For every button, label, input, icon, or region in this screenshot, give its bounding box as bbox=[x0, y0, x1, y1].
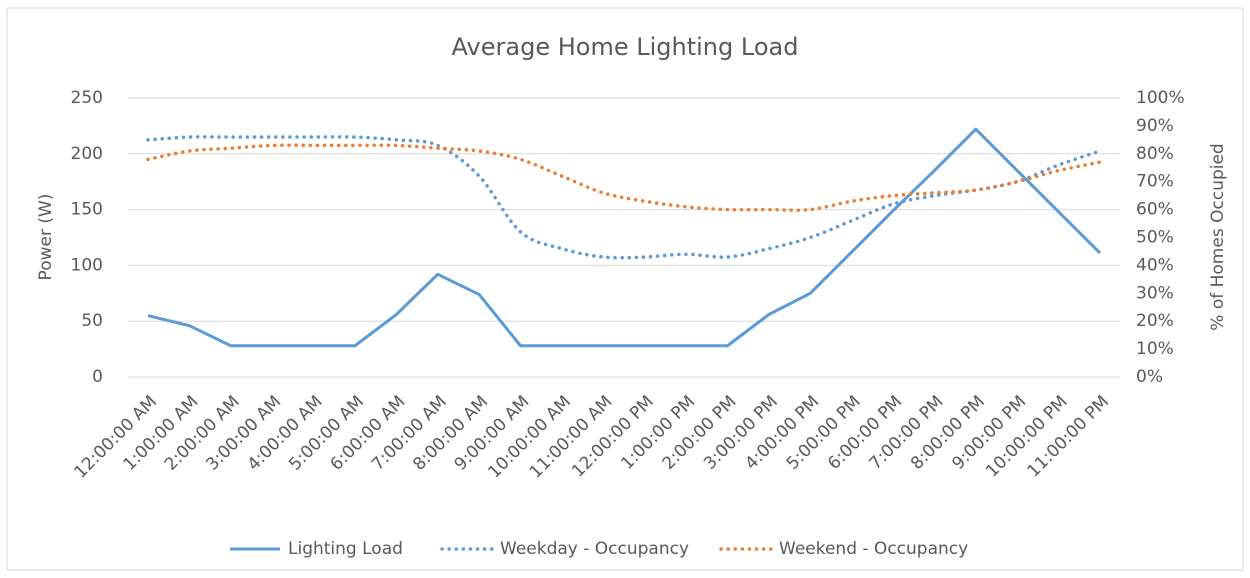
y2-tick-label: 100% bbox=[1136, 88, 1185, 108]
y-tick-label: 100 bbox=[71, 255, 103, 275]
legend-label: Weekend - Occupancy bbox=[779, 539, 968, 559]
legend-label: Weekday - Occupancy bbox=[500, 539, 689, 559]
y2-tick-label: 30% bbox=[1136, 283, 1174, 303]
y2-tick-label: 40% bbox=[1136, 255, 1174, 275]
series-line bbox=[147, 127, 1102, 348]
y2-tick-label: 50% bbox=[1136, 228, 1174, 248]
chart-frame bbox=[6, 7, 1244, 571]
y2-tick-label: 70% bbox=[1136, 172, 1174, 192]
y2-axis-label: % of Homes Occupied bbox=[1208, 143, 1228, 330]
y2-tick-label: 20% bbox=[1136, 311, 1174, 331]
y-tick-label: 50 bbox=[81, 311, 103, 331]
series-line bbox=[146, 143, 1102, 212]
y2-tick-label: 0% bbox=[1136, 367, 1163, 387]
y-axis-label: Power (W) bbox=[36, 194, 56, 281]
chart-title: Average Home Lighting Load bbox=[452, 33, 799, 61]
y-tick-label: 250 bbox=[71, 88, 103, 108]
series-line bbox=[146, 135, 1102, 260]
legend-label: Lighting Load bbox=[288, 539, 403, 559]
y2-tick-label: 80% bbox=[1136, 144, 1174, 164]
y-tick-label: 150 bbox=[71, 200, 103, 220]
y2-tick-label: 60% bbox=[1136, 200, 1174, 220]
y-tick-label: 200 bbox=[71, 144, 103, 164]
y2-tick-label: 10% bbox=[1136, 339, 1174, 359]
y-tick-label: 0 bbox=[92, 367, 103, 387]
y2-tick-label: 90% bbox=[1136, 116, 1174, 136]
